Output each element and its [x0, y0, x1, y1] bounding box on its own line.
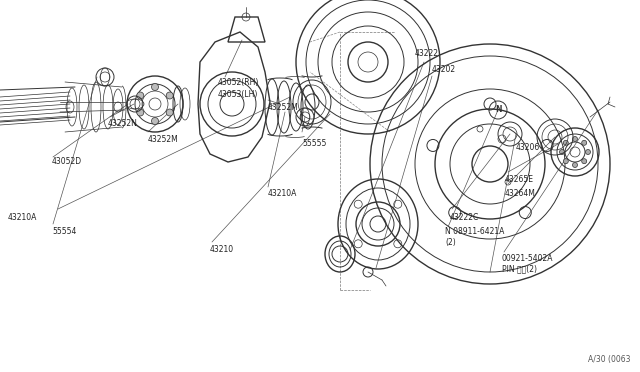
- Text: 43053(LH): 43053(LH): [218, 90, 259, 99]
- Text: 43210A: 43210A: [8, 212, 37, 221]
- Circle shape: [152, 83, 159, 90]
- Text: N: N: [495, 106, 501, 115]
- Circle shape: [152, 118, 159, 125]
- Text: 43202: 43202: [432, 65, 456, 74]
- Circle shape: [559, 150, 564, 154]
- Circle shape: [563, 159, 568, 164]
- Text: 43264M: 43264M: [505, 189, 536, 199]
- Text: N 08911-6421A
(2): N 08911-6421A (2): [445, 227, 504, 247]
- Text: 43252M: 43252M: [148, 135, 179, 144]
- Circle shape: [582, 140, 587, 145]
- Text: 43222C: 43222C: [450, 212, 479, 221]
- Text: 43222: 43222: [415, 49, 439, 58]
- Text: 43210A: 43210A: [268, 189, 298, 199]
- Circle shape: [166, 109, 173, 116]
- Circle shape: [137, 92, 144, 99]
- Text: 43052(RH): 43052(RH): [218, 77, 259, 87]
- Text: 55555: 55555: [302, 140, 326, 148]
- Circle shape: [563, 140, 568, 145]
- Text: 55554: 55554: [52, 228, 76, 237]
- Text: 43206: 43206: [516, 142, 540, 151]
- Text: 43210: 43210: [210, 246, 234, 254]
- Circle shape: [582, 159, 587, 164]
- Circle shape: [166, 92, 173, 99]
- Circle shape: [573, 163, 577, 167]
- Text: 43052D: 43052D: [52, 157, 82, 167]
- Text: 00921-5402A
PIN ピン(2): 00921-5402A PIN ピン(2): [502, 254, 554, 274]
- Circle shape: [586, 150, 591, 154]
- Text: 43252N: 43252N: [108, 119, 138, 128]
- Text: 43252M: 43252M: [268, 103, 299, 112]
- Circle shape: [573, 137, 577, 141]
- Text: A/30 (0063: A/30 (0063: [588, 355, 630, 364]
- Circle shape: [137, 109, 144, 116]
- Text: 43265E: 43265E: [505, 176, 534, 185]
